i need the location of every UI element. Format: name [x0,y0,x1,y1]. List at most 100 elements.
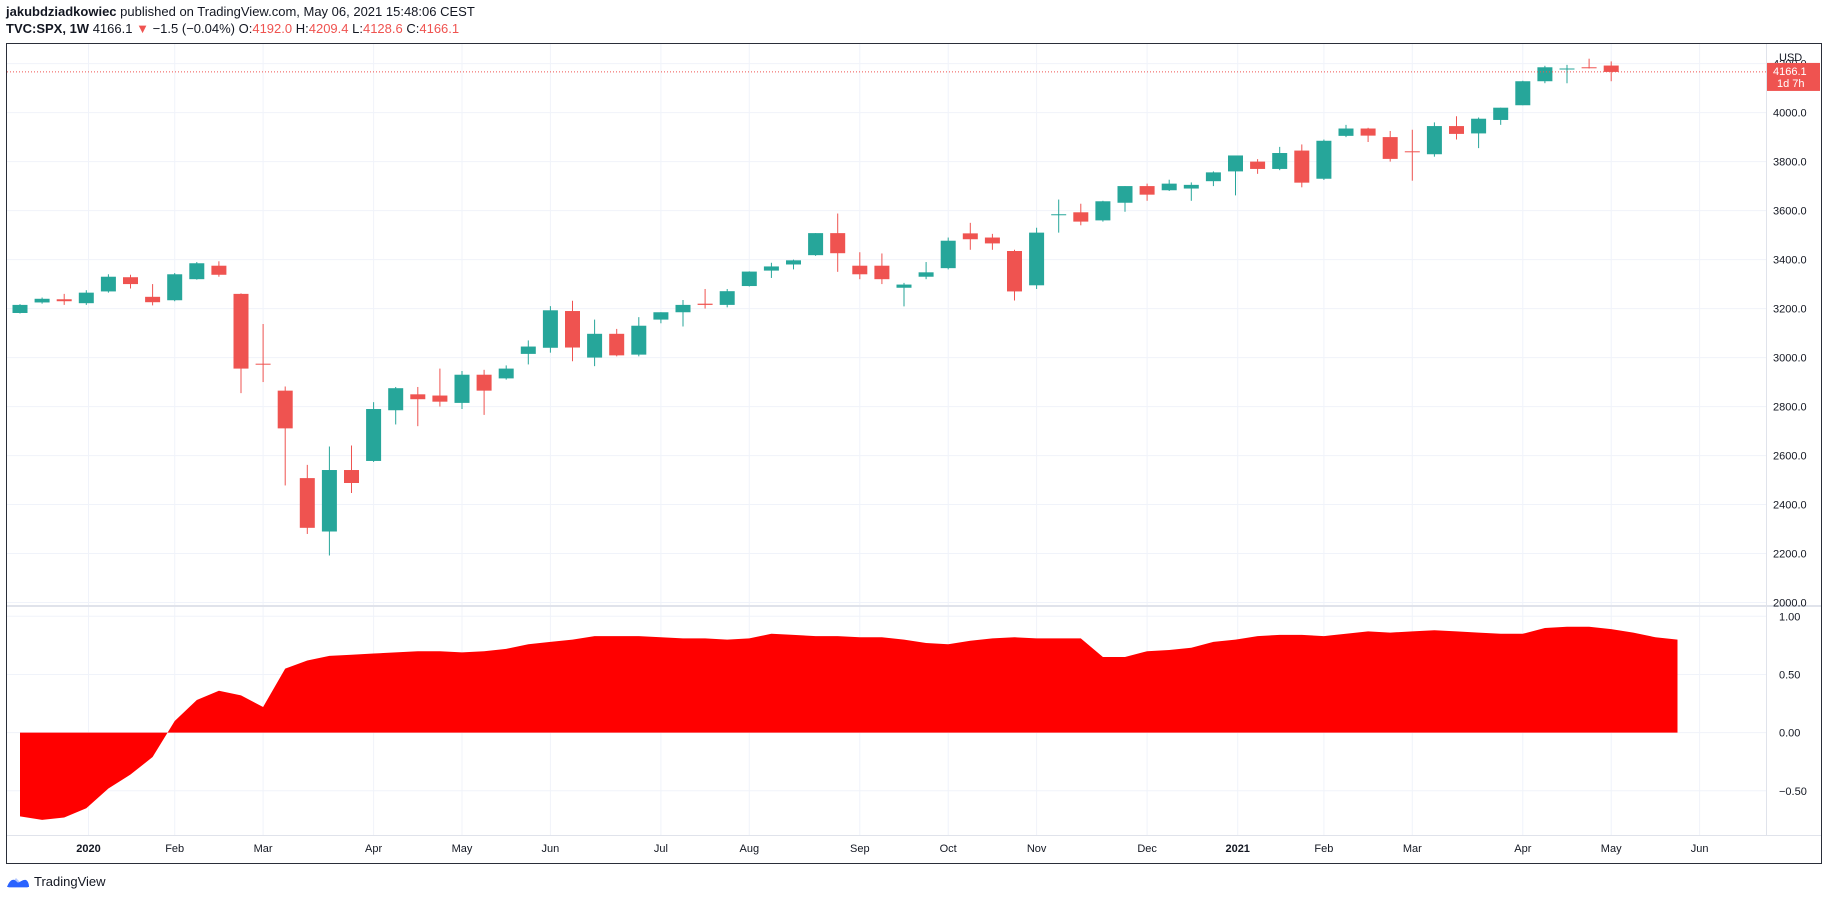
candle-body [1007,251,1022,292]
candle-body [852,265,868,275]
candle-body [1559,68,1575,70]
time-tick-label: Feb [1314,843,1333,855]
candle-body [233,293,249,369]
low-label: L: [352,21,363,36]
candle-body [1095,201,1111,221]
candle-body [432,395,448,402]
footer: TradingView [6,874,106,889]
candle-body [1426,126,1442,155]
candle-body [498,368,514,379]
time-tick-label: Jun [1691,843,1709,855]
candle-body [984,237,1000,244]
candle-body [565,311,580,348]
indicator-area [20,626,1678,820]
price-tick-label: 2200.0 [1773,549,1807,561]
time-tick-label: Mar [1403,843,1422,855]
candle-body [100,276,116,292]
time-tick-label: Oct [940,843,957,855]
candle-body [56,299,72,302]
candle-body [1117,186,1133,203]
price-tick-label: 2800.0 [1773,402,1807,414]
candle-body [697,303,713,305]
candle-body [1073,212,1089,222]
symbol-label[interactable]: TVC:SPX, 1W [6,21,90,36]
time-tick-label: Sep [850,843,870,855]
candle-body [896,284,912,288]
candle-body [1360,128,1376,136]
candle-body [675,304,691,313]
candle-body [388,388,404,411]
price-tick-label: 2600.0 [1773,451,1807,463]
candle-body [763,266,779,271]
candle-body [366,409,382,461]
candle-body [1581,67,1597,69]
time-tick-label: Mar [254,843,273,855]
candle-body [940,240,956,269]
candle-body [321,470,337,532]
candle-body [1338,128,1354,136]
candle-body [1382,137,1398,159]
candle-body [1051,214,1067,216]
candle-body [145,296,161,303]
publish-info: published on TradingView.com, May 06, 20… [120,4,475,19]
candle-body [1515,81,1531,106]
last-price: 4166.1 [92,21,133,36]
close-label: C: [406,21,420,36]
time-tick-label: May [452,843,473,855]
chart-header: jakubdziadkowiec published on TradingVie… [6,3,475,37]
change-arrow-icon: ▼ [136,21,149,36]
candle-body [587,333,603,358]
close-value: 4166.1 [419,21,460,36]
candle-body [1228,155,1243,172]
open-value: 4192.0 [252,21,293,36]
candle-body [1449,126,1464,134]
chart-canvas[interactable]: 2000.0 2200.0 2400.0 2600.0 2800.0 3000.0 3200… [7,44,1821,863]
price-tick-label: 3800.0 [1773,157,1807,169]
tradingview-brand[interactable]: TradingView [34,874,106,889]
price-tick-label: 4000.0 [1773,108,1807,120]
indicator-tick-label: 0.50 [1779,669,1800,681]
candle-body [786,260,801,265]
time-tick-label: Feb [165,843,184,855]
candle-body [1493,107,1509,120]
candle-body [34,298,50,303]
candle-body [78,292,94,304]
author-name[interactable]: jakubdziadkowiec [6,4,117,19]
candle-body [962,233,978,240]
candle-body [1537,67,1553,82]
candle-body [1471,118,1487,134]
last-price-tag-value: 4166.1 [1773,66,1807,78]
price-tick-label: 2000.0 [1773,598,1807,610]
candle-body [1316,140,1332,179]
candle-body [542,310,558,348]
time-tick-label: 2020 [76,843,100,855]
indicator-tick-label: 0.00 [1779,728,1800,740]
price-tick-label: 3000.0 [1773,353,1807,365]
candle-body [167,274,183,301]
candle-body [719,291,735,305]
candle-body [874,265,890,280]
candle-body [1205,172,1221,182]
price-tick-label: 3400.0 [1773,255,1807,267]
last-price-tag [1767,62,1820,91]
ohlc-legend: TVC:SPX, 1W 4166.1 ▼ −1.5 (−0.04%) O:419… [6,20,475,37]
chart-frame[interactable]: 2000.0 2200.0 2400.0 2600.0 2800.0 3000.0 3200… [6,43,1822,864]
time-tick-label: May [1601,843,1622,855]
countdown-label: 1d 7h [1777,78,1805,90]
open-label: O: [238,21,253,36]
tradingview-logo-icon[interactable] [6,875,30,889]
time-tick-label: Jun [542,843,560,855]
candle-body [277,390,293,429]
candle-body [123,277,138,285]
candle-body [410,394,426,400]
high-value: 4209.4 [308,21,349,36]
time-tick-label: Apr [365,843,382,855]
candle-body [1029,232,1045,286]
candle-body [609,333,625,356]
candle-body [1404,151,1420,153]
candle-body [211,265,227,275]
candle-body [476,374,492,391]
candle-body [1161,183,1177,191]
candle-body [808,233,824,256]
time-tick-label: Nov [1027,843,1047,855]
